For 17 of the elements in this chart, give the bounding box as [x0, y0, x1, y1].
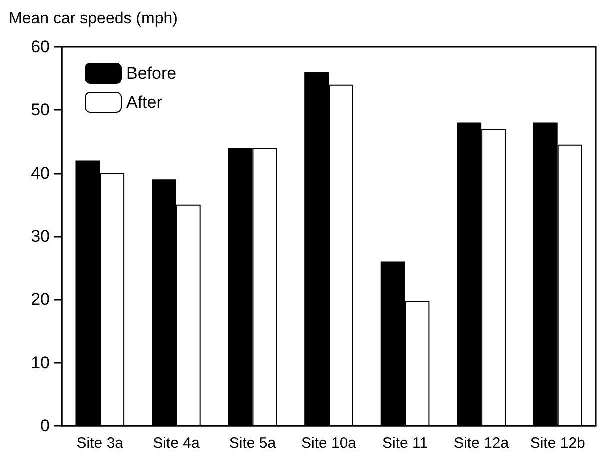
y-tick-label: 60 [31, 38, 50, 56]
x-tick-label: Site 11 [382, 435, 428, 452]
y-tick-label: 20 [31, 290, 50, 310]
legend-label: Before [126, 64, 177, 83]
chart-title: Mean car speeds (mph) [9, 10, 178, 28]
x-tick-label: Site 5a [229, 435, 277, 452]
x-tick-label: Site 4a [153, 435, 200, 452]
legend-label: After [126, 93, 163, 112]
y-tick-label: 10 [31, 353, 50, 372]
y-tick-label: 50 [31, 100, 50, 120]
x-tick-label: Site 12a [454, 435, 510, 452]
x-tick-label: Site 12b [530, 435, 586, 452]
x-tick-label: Site 10a [301, 435, 358, 452]
x-tick-label: Site 3a [76, 435, 124, 452]
y-tick-label: 30 [31, 227, 50, 246]
y-tick-label: 40 [31, 164, 50, 183]
y-tick-label: 0 [40, 416, 50, 436]
